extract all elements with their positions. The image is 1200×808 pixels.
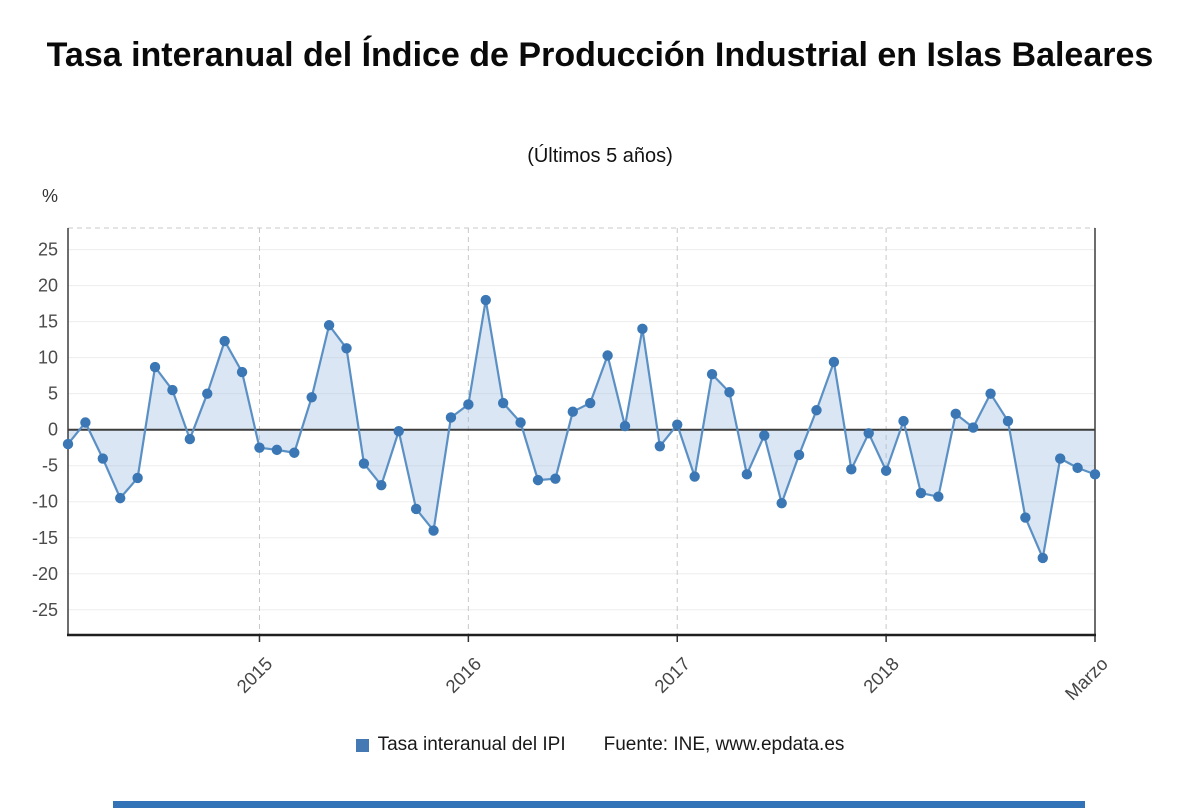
data-point[interactable] bbox=[497, 397, 509, 409]
data-point[interactable] bbox=[846, 464, 857, 475]
data-point[interactable] bbox=[585, 397, 596, 409]
data-point[interactable] bbox=[933, 491, 944, 502]
data-point[interactable] bbox=[706, 369, 718, 380]
data-point[interactable] bbox=[254, 442, 265, 453]
data-point[interactable] bbox=[341, 343, 352, 354]
data-point[interactable] bbox=[619, 420, 631, 432]
data-point[interactable] bbox=[480, 294, 491, 306]
data-point[interactable] bbox=[793, 449, 805, 461]
data-point[interactable] bbox=[550, 473, 561, 484]
data-point[interactable] bbox=[880, 465, 892, 476]
data-point[interactable] bbox=[759, 430, 770, 441]
y-axis-unit-label: % bbox=[42, 186, 59, 206]
data-point[interactable] bbox=[184, 433, 196, 445]
data-point[interactable] bbox=[62, 438, 74, 450]
data-point[interactable] bbox=[132, 472, 143, 484]
data-point[interactable] bbox=[863, 428, 874, 439]
y-tick-label: 25 bbox=[38, 240, 58, 260]
y-tick-label: 10 bbox=[38, 348, 58, 368]
data-point[interactable] bbox=[689, 471, 700, 482]
data-point[interactable] bbox=[1020, 512, 1031, 523]
x-tick-label: 2016 bbox=[441, 653, 485, 697]
data-point[interactable] bbox=[289, 447, 300, 458]
chart-title: Tasa interanual del Índice de Producción… bbox=[46, 36, 1154, 74]
x-tick-label: Marzo bbox=[1061, 653, 1112, 704]
data-point[interactable] bbox=[219, 335, 230, 347]
data-point[interactable] bbox=[323, 320, 335, 331]
data-point[interactable] bbox=[428, 525, 439, 536]
data-point[interactable] bbox=[741, 469, 753, 480]
data-point[interactable] bbox=[654, 441, 666, 452]
legend: Tasa interanual del IPI Fuente: INE, www… bbox=[0, 734, 1200, 756]
data-point[interactable] bbox=[637, 323, 648, 335]
data-point[interactable] bbox=[271, 444, 283, 456]
data-point[interactable] bbox=[393, 425, 404, 437]
data-point[interactable] bbox=[463, 399, 474, 410]
data-point[interactable] bbox=[915, 487, 927, 499]
data-point[interactable] bbox=[167, 384, 178, 396]
data-point[interactable] bbox=[898, 415, 909, 427]
data-point[interactable] bbox=[80, 417, 91, 428]
y-tick-label: -20 bbox=[32, 564, 58, 584]
data-point[interactable] bbox=[236, 366, 248, 378]
data-point[interactable] bbox=[828, 356, 840, 368]
data-point[interactable] bbox=[358, 458, 370, 469]
x-tick-label: 2017 bbox=[650, 653, 694, 697]
x-tick-label: 2015 bbox=[232, 653, 276, 697]
y-tick-label: -10 bbox=[32, 492, 58, 512]
data-point[interactable] bbox=[776, 497, 787, 509]
legend-label: Tasa interanual del IPI bbox=[377, 734, 566, 755]
data-point[interactable] bbox=[950, 408, 961, 420]
data-point[interactable] bbox=[376, 479, 387, 491]
bottom-brand-bar bbox=[113, 801, 1085, 808]
y-tick-label: 0 bbox=[48, 420, 58, 440]
data-point[interactable] bbox=[672, 419, 683, 430]
data-point[interactable] bbox=[515, 417, 526, 428]
data-point[interactable] bbox=[967, 422, 979, 433]
data-point[interactable] bbox=[985, 388, 996, 399]
data-point[interactable] bbox=[724, 387, 735, 398]
y-tick-label: -5 bbox=[42, 456, 58, 476]
y-tick-label: 20 bbox=[38, 276, 58, 296]
data-point[interactable] bbox=[115, 492, 126, 504]
y-tick-label: -25 bbox=[32, 600, 58, 620]
data-point[interactable] bbox=[1002, 415, 1014, 427]
data-point[interactable] bbox=[149, 361, 161, 373]
data-point[interactable] bbox=[410, 503, 422, 515]
data-point[interactable] bbox=[97, 453, 109, 464]
data-point[interactable] bbox=[811, 405, 822, 416]
data-point[interactable] bbox=[602, 350, 613, 361]
data-point[interactable] bbox=[306, 392, 317, 403]
legend-item-ipi[interactable]: Tasa interanual del IPI bbox=[355, 734, 566, 756]
data-point[interactable] bbox=[1037, 552, 1048, 564]
y-tick-label: -15 bbox=[32, 528, 58, 548]
data-point[interactable] bbox=[567, 406, 578, 417]
chart-subtitle: (Últimos 5 años) bbox=[527, 145, 673, 167]
y-tick-label: 15 bbox=[38, 312, 58, 332]
data-point[interactable] bbox=[1089, 469, 1101, 480]
data-point[interactable] bbox=[1072, 462, 1083, 474]
source-attribution: Fuente: INE, www.epdata.es bbox=[603, 734, 845, 755]
data-point[interactable] bbox=[202, 388, 213, 399]
data-point[interactable] bbox=[445, 412, 457, 423]
legend-marker-icon bbox=[355, 738, 369, 752]
data-point[interactable] bbox=[532, 474, 544, 486]
y-tick-label: 5 bbox=[48, 384, 58, 404]
data-point[interactable] bbox=[1054, 453, 1066, 464]
x-tick-label: 2018 bbox=[859, 653, 903, 697]
